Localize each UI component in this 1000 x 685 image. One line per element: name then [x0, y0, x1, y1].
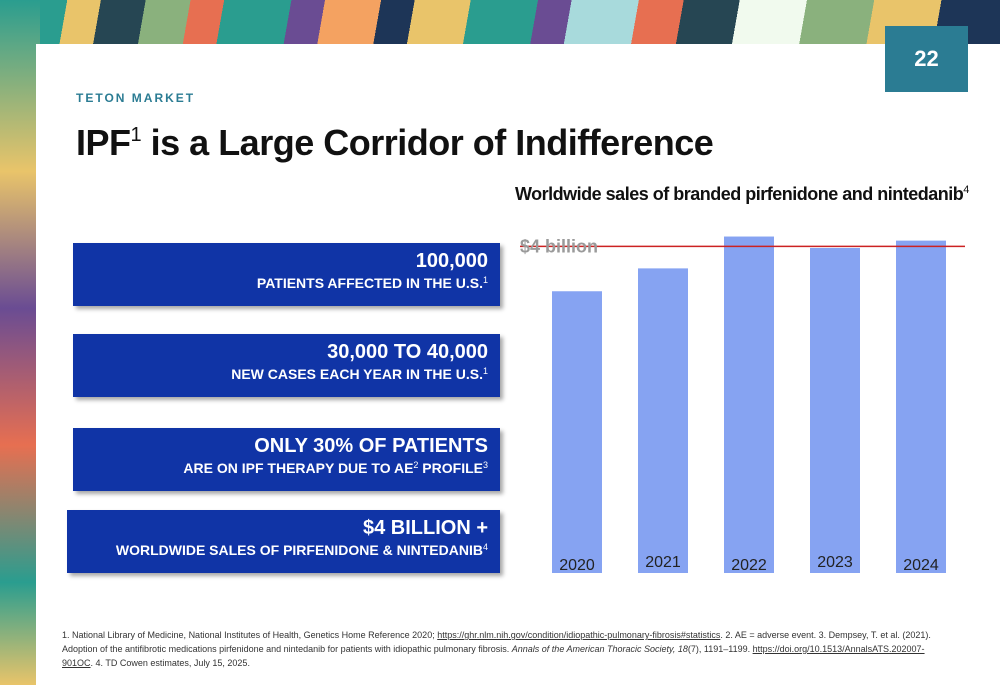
- decorative-left-strip: [0, 0, 40, 685]
- title-footnote-ref: 1: [130, 124, 142, 146]
- stat-small-text: ARE ON IPF THERAPY DUE TO AE2 PROFILE3: [183, 460, 488, 476]
- stat-box-therapy: ONLY 30% OF PATIENTS ARE ON IPF THERAPY …: [73, 428, 500, 491]
- stat-small-text: NEW CASES EACH YEAR IN THE U.S.1: [231, 366, 488, 382]
- stat-small-text: PATIENTS AFFECTED IN THE U.S.1: [256, 275, 488, 291]
- stat-big-text: 30,000 TO 40,000: [327, 341, 488, 363]
- stat-box-patients: 100,000 PATIENTS AFFECTED IN THE U.S.1: [73, 243, 500, 306]
- stat-small-text: WORLDWIDE SALES OF PIRFENIDONE & NINTEDA…: [115, 542, 488, 558]
- stat-box-new-cases: 30,000 TO 40,000 NEW CASES EACH YEAR IN …: [73, 334, 500, 397]
- footnote-link-doi[interactable]: https://doi.org/10.1513/AnnalsATS.202007…: [62, 644, 925, 668]
- footnote-link-ghr[interactable]: https://ghr.nlm.nih.gov/condition/idiopa…: [437, 630, 721, 640]
- page-title: IPF1 is a Large Corridor of Indifference: [76, 122, 714, 164]
- title-rest: is a Large Corridor of Indifference: [141, 122, 714, 163]
- footnote: 1. National Library of Medicine, Nationa…: [62, 630, 931, 668]
- title-main: IPF: [76, 122, 131, 163]
- stat-big-text: ONLY 30% OF PATIENTS: [254, 435, 488, 457]
- stat-big-text: 100,000: [415, 250, 488, 272]
- stat-box-sales: $4 BILLION + WORLDWIDE SALES OF PIRFENID…: [67, 510, 500, 573]
- section-kicker: TETON MARKET: [76, 91, 196, 105]
- page-number-badge: 22: [885, 26, 968, 92]
- chart-title: Worldwide sales of branded pirfenidone a…: [515, 184, 969, 204]
- stat-big-text: $4 BILLION +: [362, 517, 488, 539]
